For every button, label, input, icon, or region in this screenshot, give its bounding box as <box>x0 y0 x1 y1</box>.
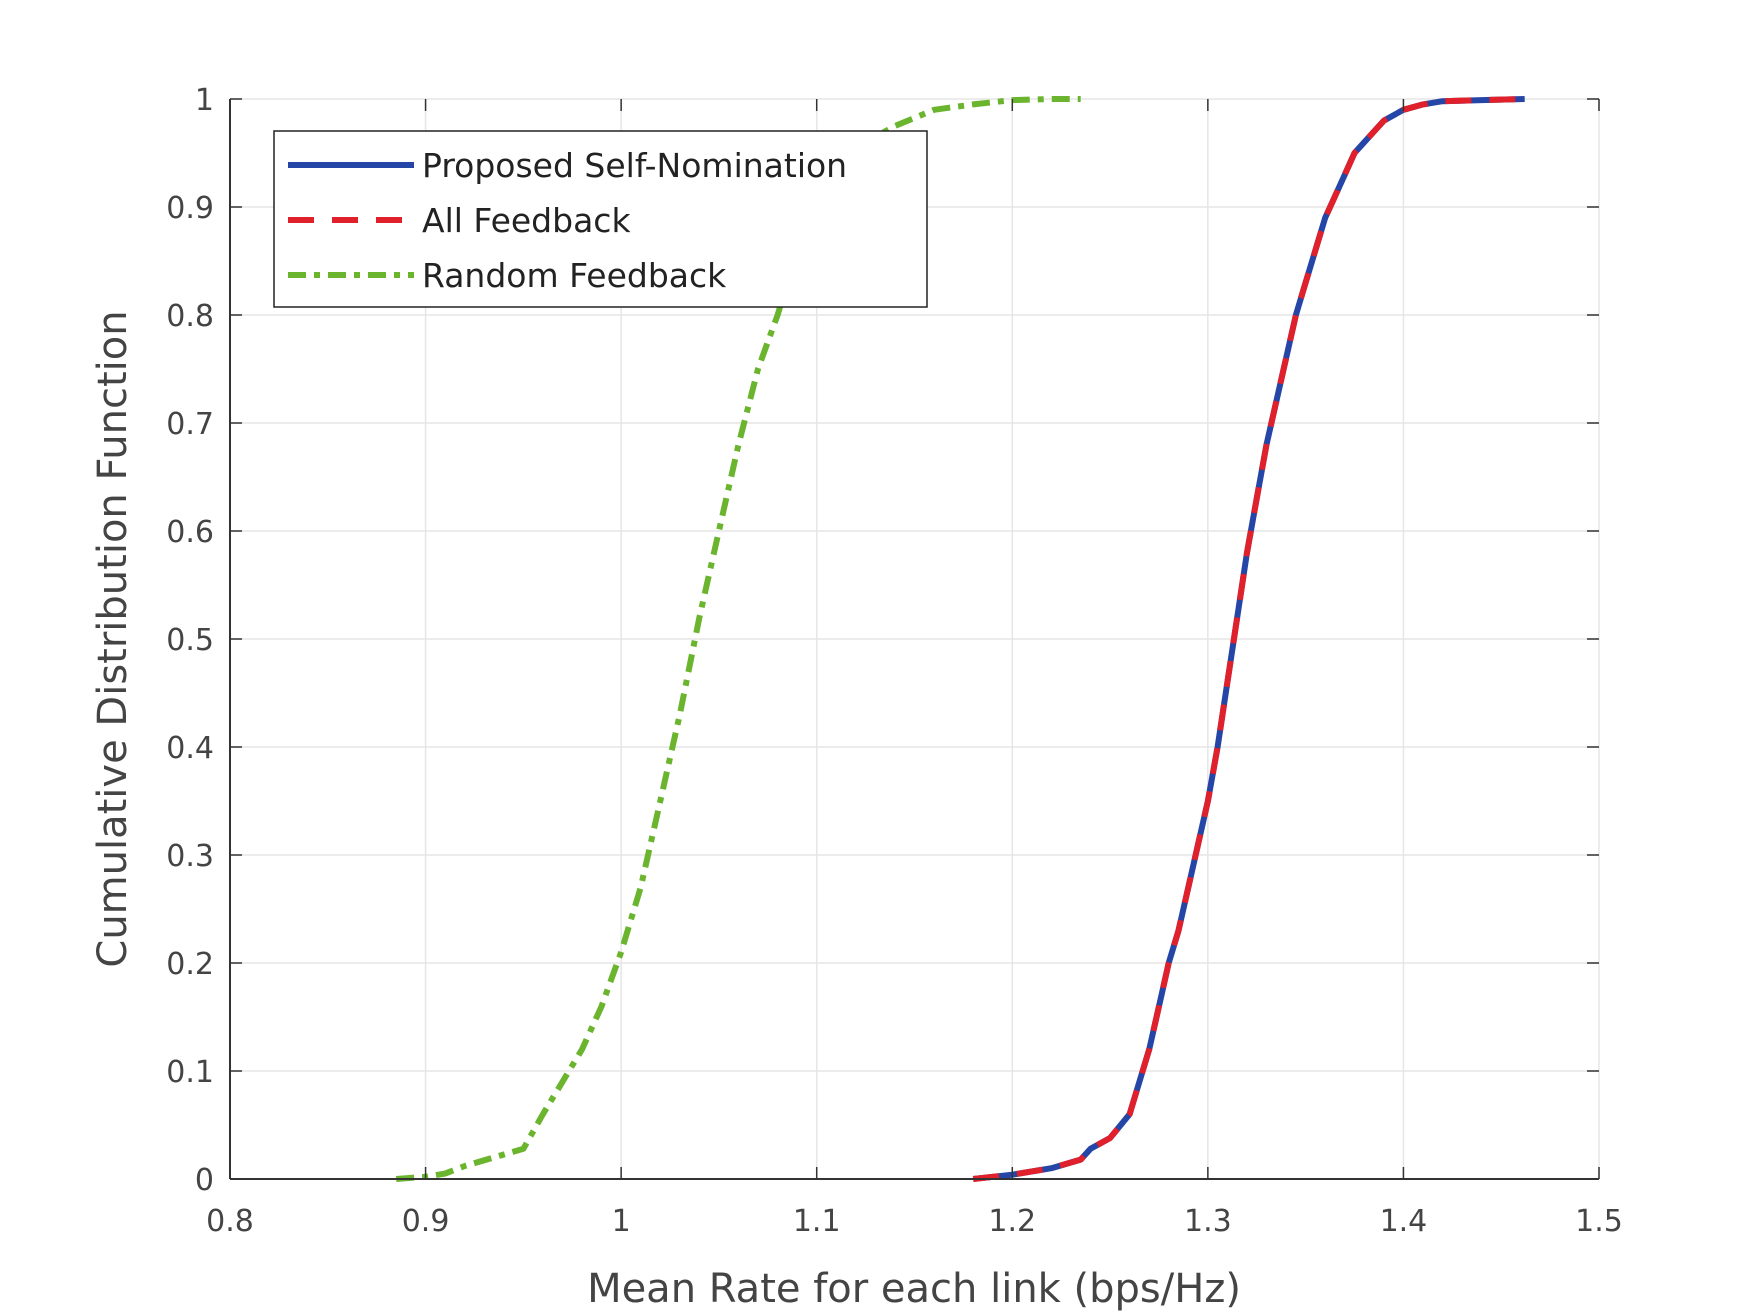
y-tick-label: 0.4 <box>166 731 214 766</box>
y-tick-labels: 0 0.1 0.2 0.3 0.4 0.5 0.6 0.7 0.8 0.9 1 <box>166 83 214 1198</box>
y-tick-label: 0.3 <box>166 839 214 874</box>
x-axis-label: Mean Rate for each link (bps/Hz) <box>587 1266 1241 1312</box>
y-tick-label: 0.8 <box>166 299 214 334</box>
y-tick-label: 0.7 <box>166 407 214 442</box>
y-tick-label: 0 <box>195 1163 214 1198</box>
y-tick-label: 0.5 <box>166 623 214 658</box>
y-tick-label: 0.6 <box>166 515 214 550</box>
x-tick-label: 0.9 <box>402 1204 450 1239</box>
series-line-2 <box>395 96 1081 1182</box>
x-tick-label: 1.1 <box>793 1204 841 1239</box>
legend-entry: Random Feedback <box>422 256 727 295</box>
axes <box>229 98 1600 1180</box>
legend: Proposed Self-Nomination All Feedback Rand… <box>273 130 928 308</box>
x-tick-labels: 0.8 0.9 1 1.1 1.2 1.3 1.4 1.5 <box>206 1204 1623 1239</box>
series-line-1 <box>972 96 1525 1182</box>
legend-entry: Proposed Self-Nomination <box>422 146 847 185</box>
y-tick-label: 1 <box>195 83 214 118</box>
x-tick-label: 1.3 <box>1184 1204 1232 1239</box>
series-layer <box>395 96 1525 1182</box>
x-tick-label: 1.5 <box>1575 1204 1623 1239</box>
y-tick-label: 0.9 <box>166 191 214 226</box>
y-tick-label: 0.2 <box>166 947 214 982</box>
x-tick-label: 0.8 <box>206 1204 254 1239</box>
x-tick-label: 1 <box>612 1204 631 1239</box>
legend-entry: All Feedback <box>422 201 631 240</box>
x-tick-label: 1.2 <box>988 1204 1036 1239</box>
x-tick-label: 1.4 <box>1380 1204 1428 1239</box>
y-axis-label: Cumulative Distribution Function <box>90 310 136 967</box>
y-tick-label: 0.1 <box>166 1055 214 1090</box>
